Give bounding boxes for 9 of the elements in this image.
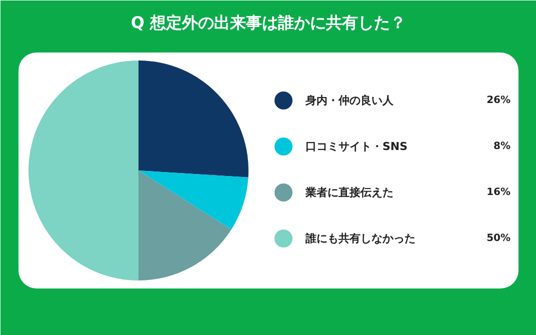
data-label: 26% bbox=[486, 95, 510, 106]
data-label: 16% bbox=[486, 187, 510, 198]
legend-label: 誰にも共有しなかった bbox=[304, 232, 416, 245]
legend-label: 口コミサイト・SNS bbox=[306, 140, 408, 153]
legend-label: 身内・仲の良い人 bbox=[304, 94, 394, 107]
data-label: 50% bbox=[486, 233, 510, 244]
legend-label: 業者に直接伝えた bbox=[304, 186, 394, 199]
chart-title: Q 想定外の出来事は誰かに共有した？ bbox=[130, 13, 406, 32]
data-label: 8% bbox=[494, 141, 511, 152]
